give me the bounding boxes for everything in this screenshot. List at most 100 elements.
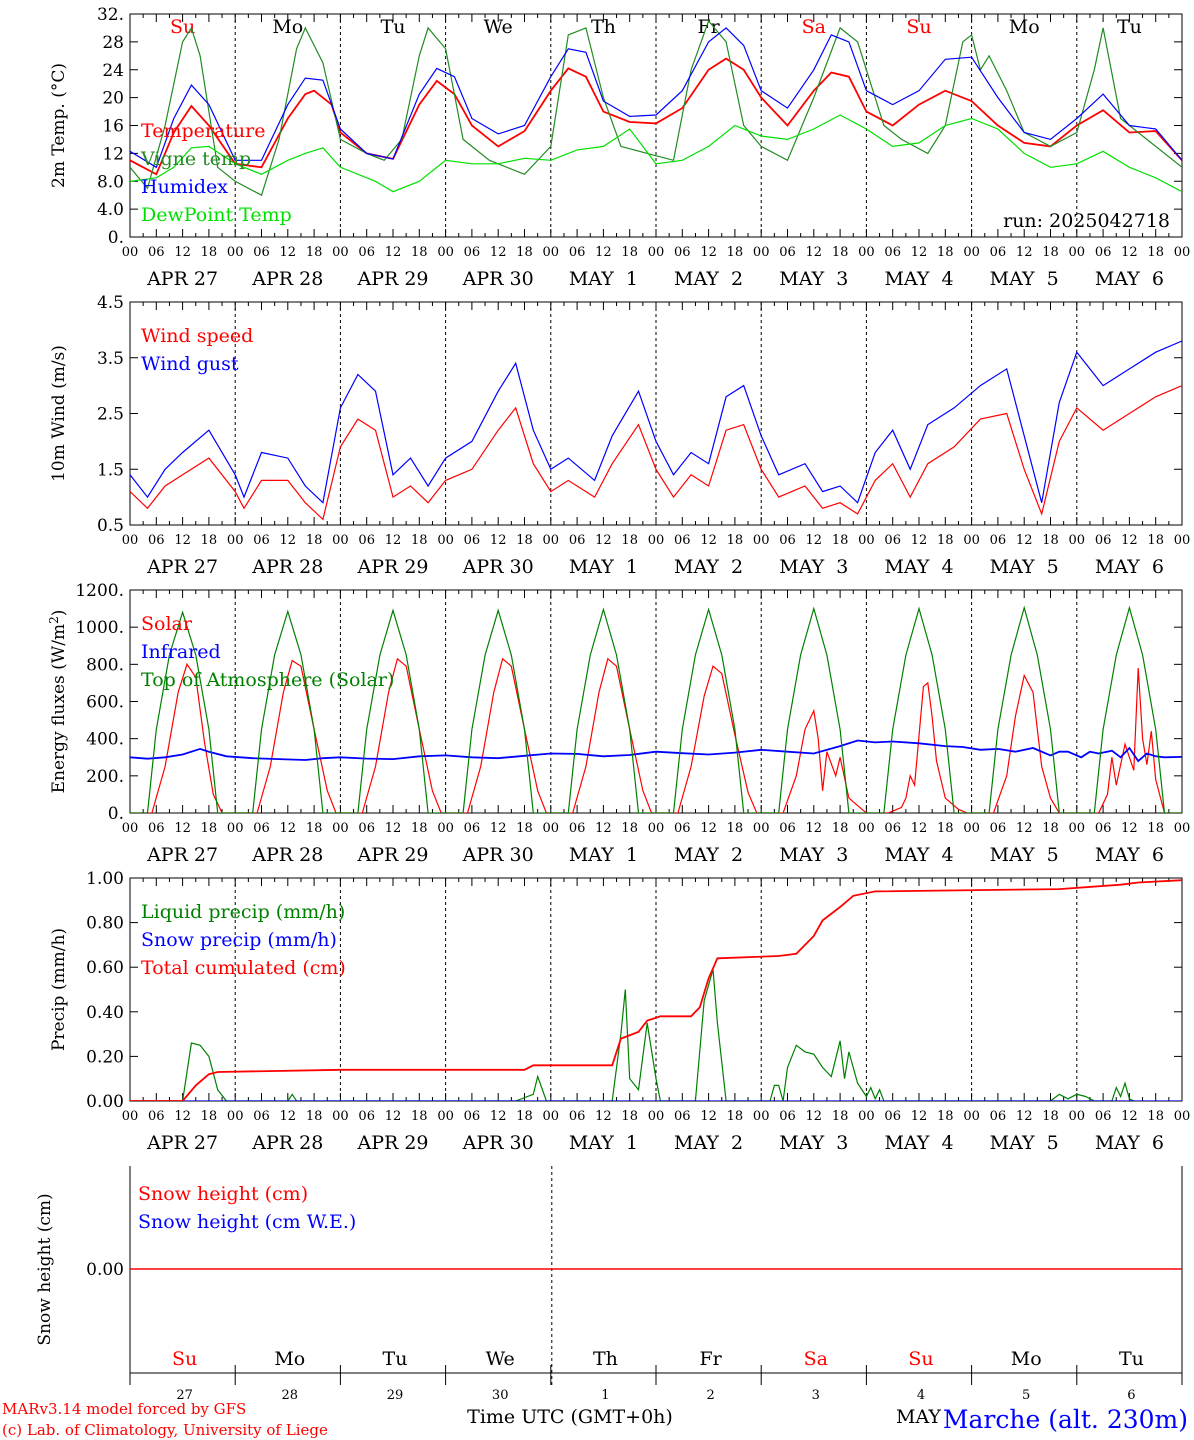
chart-panel-4: 00 06 12 18 00 06 12 18 00 06 12 18 00 06 12 18 00 06 12 18… [49,869,1190,1154]
hour-tick-label: 12 [911,245,928,260]
date-label: APR 30 [462,556,534,578]
hour-tick-label: 06 [674,821,691,836]
hour-tick-label: 06 [569,533,586,548]
hour-tick-label: 18 [516,245,533,260]
hour-tick-label: 18 [621,821,638,836]
legend-entry: Temperature [141,120,265,142]
y-axis-label: Energy fluxes (W/m2) [47,610,69,794]
hour-tick-label: 00 [543,1109,560,1124]
hour-tick-label: 06 [358,1109,375,1124]
y-tick-label: 0.60 [86,958,124,978]
hour-tick-label: 18 [832,821,849,836]
weekday-label: Tu [1117,16,1142,38]
hour-tick-label: 18 [516,533,533,548]
weekday-label: Mo [1011,1348,1042,1370]
hour-tick-label: 12 [280,821,297,836]
hour-tick-label: 06 [884,821,901,836]
hour-tick-label: 00 [1174,533,1191,548]
hour-tick-label: 06 [779,821,796,836]
date-label: MAY 6 [1095,1132,1164,1154]
hour-tick-label: 18 [201,533,218,548]
hour-tick-label: 18 [727,245,744,260]
date-label: MAY 4 [884,844,953,866]
hour-tick-label: 12 [595,533,612,548]
day-number-label: 4 [917,1388,925,1403]
legend-entry: Snow height (cm) [138,1183,308,1205]
legend-entry: Vigne temp [140,148,251,170]
hour-tick-label: 06 [779,1109,796,1124]
day-number-label: 3 [812,1388,820,1403]
hour-tick-label: 18 [306,821,323,836]
hour-tick-label: 06 [1095,245,1112,260]
date-label: MAY 2 [674,268,743,290]
weekday-label: Su [906,16,931,38]
hour-tick-label: 12 [490,821,507,836]
hour-tick-label: 00 [1069,1109,1086,1124]
hour-tick-label: 18 [621,1109,638,1124]
y-tick-label: 2.5 [97,405,124,425]
date-label: APR 29 [356,1132,428,1154]
date-label: MAY 6 [1095,268,1164,290]
y-tick-label: 1.00 [86,869,124,889]
hour-tick-label: 18 [201,245,218,260]
weekday-label: Fr [699,1348,722,1370]
day-number-label: 29 [387,1388,404,1403]
hour-tick-label: 06 [464,821,481,836]
weekday-label: Tu [1119,1348,1144,1370]
x-axis-title: Time UTC (GMT+0h) [467,1406,673,1428]
hour-tick-label: 06 [990,821,1007,836]
hour-tick-label: 06 [148,533,165,548]
weekday-label: Su [172,1348,197,1370]
hour-tick-label: 12 [700,821,717,836]
hour-tick-label: 06 [1095,1109,1112,1124]
hour-tick-label: 00 [332,1109,349,1124]
y-tick-label: 0.80 [86,914,124,934]
series-line-solar [130,657,1182,813]
hour-tick-label: 12 [1121,245,1138,260]
hour-tick-label: 06 [990,533,1007,548]
weekday-label: Sa [802,16,826,38]
weekday-label: Mo [1009,16,1040,38]
hour-tick-label: 00 [963,821,980,836]
hour-tick-label: 12 [490,245,507,260]
date-label: MAY 5 [990,1132,1059,1154]
hour-tick-label: 12 [385,1109,402,1124]
hour-tick-label: 18 [727,821,744,836]
overlap-month-text: MAY [896,1406,941,1428]
hour-tick-label: 18 [1042,533,1059,548]
hour-tick-label: 00 [858,245,875,260]
series-line-wind-gust [130,340,1182,504]
hour-tick-label: 00 [437,821,454,836]
date-label: MAY 5 [990,844,1059,866]
hour-tick-label: 06 [358,245,375,260]
hour-tick-label: 18 [201,1109,218,1124]
hour-tick-label: 06 [674,1109,691,1124]
hour-tick-label: 18 [411,245,428,260]
hour-tick-label: 12 [911,533,928,548]
y-tick-label: 20 [102,89,124,109]
hour-tick-label: 06 [990,245,1007,260]
hour-tick-label: 18 [306,1109,323,1124]
hour-tick-label: 00 [1174,245,1191,260]
y-tick-label: 600. [86,693,124,713]
hour-tick-label: 00 [1069,245,1086,260]
hour-tick-label: 00 [648,1109,665,1124]
legend-entry: Infrared [141,641,221,663]
hour-tick-label: 18 [1147,821,1164,836]
hour-tick-label: 18 [832,533,849,548]
hour-tick-label: 12 [806,245,823,260]
credit-line-2: (c) Lab. of Climatology, University of L… [2,1421,328,1439]
day-number-label: 5 [1022,1388,1030,1403]
y-tick-label: 400. [86,730,124,750]
hour-tick-label: 00 [122,1109,139,1124]
date-label: APR 30 [462,844,534,866]
y-tick-label: 3.5 [97,349,124,369]
y-tick-label: 0. [108,804,124,824]
day-number-label: 6 [1127,1388,1135,1403]
date-label: MAY 3 [779,1132,848,1154]
date-label: MAY 6 [1095,556,1164,578]
day-number-label: 28 [282,1388,299,1403]
hour-tick-label: 12 [1121,533,1138,548]
legend-entry: Wind gust [141,353,239,375]
hour-tick-label: 06 [779,533,796,548]
